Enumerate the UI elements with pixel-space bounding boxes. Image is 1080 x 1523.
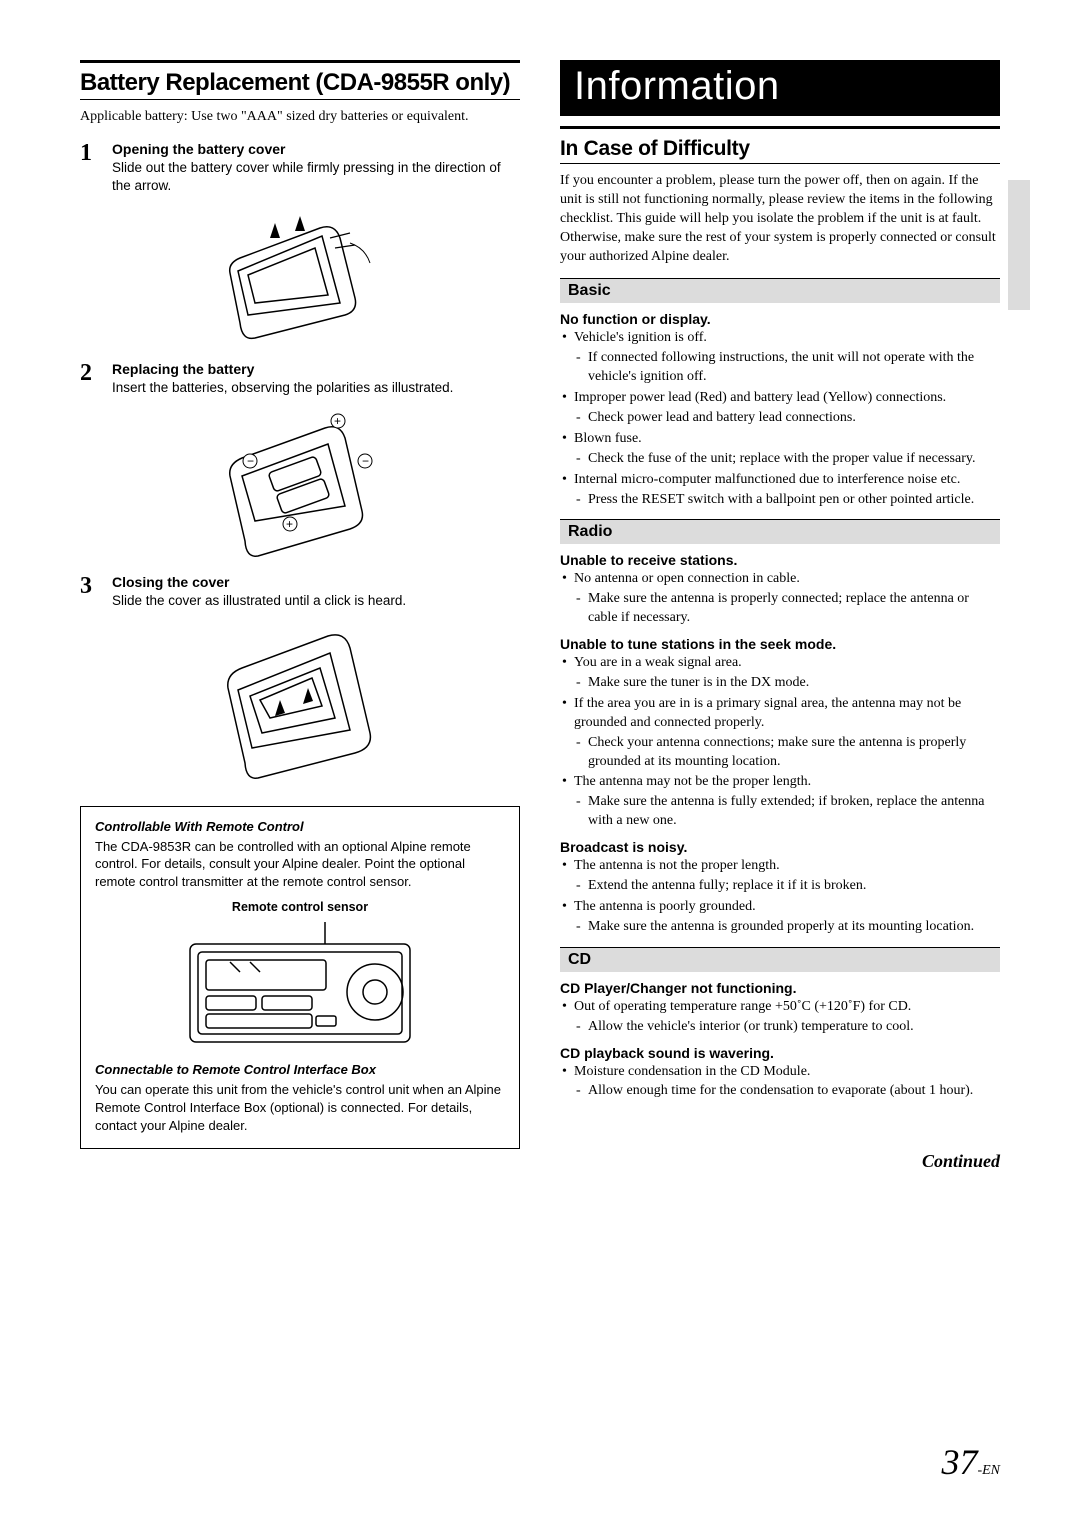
page-number-value: 37 xyxy=(941,1442,977,1482)
svg-text:+: + xyxy=(286,517,293,531)
symptom: Unable to receive stations. xyxy=(560,552,1000,568)
cause-item: The antenna may not be the proper length… xyxy=(560,773,1000,792)
remedy: Press the RESET switch with a ballpoint … xyxy=(560,491,1000,510)
page-number: 37-EN xyxy=(941,1441,1000,1483)
remedy: Make sure the antenna is properly connec… xyxy=(560,590,1000,628)
continued-label: Continued xyxy=(560,1151,1000,1172)
svg-text:+: + xyxy=(334,414,341,428)
svg-text:−: − xyxy=(362,454,369,468)
rule xyxy=(560,126,1000,129)
remedy: Make sure the tuner is in the DX mode. xyxy=(560,674,1000,693)
remedy: If connected following instructions, the… xyxy=(560,349,1000,387)
cause-item: The antenna is poorly grounded. xyxy=(560,898,1000,917)
cause-item: Out of operating temperature range +50˚C… xyxy=(560,998,1000,1017)
remedy: Allow the vehicle's interior (or trunk) … xyxy=(560,1018,1000,1037)
symptom: Unable to tune stations in the seek mode… xyxy=(560,636,1000,652)
right-subtitle: In Case of Difficulty xyxy=(560,137,1000,161)
symptom: Broadcast is noisy. xyxy=(560,839,1000,855)
category-heading: CD xyxy=(560,947,1000,972)
troubleshooting-sections: Basic No function or display. Vehicle's ig… xyxy=(560,278,1000,1101)
left-intro: Applicable battery: Use two "AAA" sized … xyxy=(80,108,520,127)
right-intro: If you encounter a problem, please turn … xyxy=(560,172,1000,266)
svg-text:−: − xyxy=(247,454,254,468)
category-heading: Radio xyxy=(560,519,1000,544)
step-text: Slide out the battery cover while firmly… xyxy=(112,159,520,195)
cause-list: Out of operating temperature range +50˚C… xyxy=(560,998,1000,1037)
cause-item: The antenna is not the proper length. xyxy=(560,857,1000,876)
cause-list: No antenna or open connection in cable.M… xyxy=(560,570,1000,628)
cause-item: You are in a weak signal area. xyxy=(560,654,1000,673)
left-column: Battery Replacement (CDA-9855R only) App… xyxy=(80,60,520,1172)
sensor-label: Remote control sensor xyxy=(95,900,505,914)
illustration-open-cover xyxy=(80,203,520,353)
page-number-suffix: -EN xyxy=(977,1463,1000,1478)
remedy: Extend the antenna fully; replace it if … xyxy=(560,877,1000,896)
remedy: Make sure the antenna is grounded proper… xyxy=(560,918,1000,937)
category-heading: Basic xyxy=(560,278,1000,303)
step-3: 3 Closing the cover Slide the cover as i… xyxy=(80,574,520,610)
side-tab xyxy=(1008,180,1030,310)
remedy: Check power lead and battery lead connec… xyxy=(560,409,1000,428)
cause-list: The antenna is not the proper length.Ext… xyxy=(560,857,1000,937)
info-box-text-1: The CDA-9853R can be controlled with an … xyxy=(95,838,505,891)
illustration-head-unit xyxy=(95,922,505,1052)
cause-item: Moisture condensation in the CD Module. xyxy=(560,1063,1000,1082)
remedy: Check the fuse of the unit; replace with… xyxy=(560,450,1000,469)
remedy: Check your antenna connections; make sur… xyxy=(560,734,1000,772)
step-title: Closing the cover xyxy=(112,574,520,590)
left-title: Battery Replacement (CDA-9855R only) xyxy=(80,69,520,97)
cause-item: Internal micro-computer malfunctioned du… xyxy=(560,471,1000,490)
cause-item: Improper power lead (Red) and battery le… xyxy=(560,389,1000,408)
symptom: CD playback sound is wavering. xyxy=(560,1045,1000,1061)
step-2: 2 Replacing the battery Insert the batte… xyxy=(80,361,520,397)
rule xyxy=(80,99,520,100)
step-title: Replacing the battery xyxy=(112,361,520,377)
step-num: 2 xyxy=(80,361,102,397)
info-box-title-2: Connectable to Remote Control Interface … xyxy=(95,1062,505,1077)
step-text: Insert the batteries, observing the pola… xyxy=(112,379,520,397)
cause-item: Vehicle's ignition is off. xyxy=(560,329,1000,348)
cause-list: Moisture condensation in the CD Module.A… xyxy=(560,1063,1000,1102)
step-num: 1 xyxy=(80,141,102,195)
step-text: Slide the cover as illustrated until a c… xyxy=(112,592,520,610)
cause-list: Vehicle's ignition is off.If connected f… xyxy=(560,329,1000,509)
remedy: Make sure the antenna is fully extended;… xyxy=(560,793,1000,831)
cause-list: You are in a weak signal area.Make sure … xyxy=(560,654,1000,831)
rule xyxy=(560,163,1000,164)
page-columns: Battery Replacement (CDA-9855R only) App… xyxy=(80,60,1000,1172)
step-title: Opening the battery cover xyxy=(112,141,520,157)
cause-item: If the area you are in is a primary sign… xyxy=(560,695,1000,733)
info-banner: Information xyxy=(560,60,1000,116)
right-column: Information In Case of Difficulty If you… xyxy=(560,60,1000,1172)
symptom: No function or display. xyxy=(560,311,1000,327)
info-box-text-2: You can operate this unit from the vehic… xyxy=(95,1081,505,1134)
info-box: Controllable With Remote Control The CDA… xyxy=(80,806,520,1149)
rule xyxy=(80,60,520,63)
remedy: Allow enough time for the condensation t… xyxy=(560,1082,1000,1101)
symptom: CD Player/Changer not functioning. xyxy=(560,980,1000,996)
step-num: 3 xyxy=(80,574,102,610)
info-box-title-1: Controllable With Remote Control xyxy=(95,819,505,834)
step-1: 1 Opening the battery cover Slide out th… xyxy=(80,141,520,195)
illustration-close-cover xyxy=(80,618,520,788)
cause-item: No antenna or open connection in cable. xyxy=(560,570,1000,589)
illustration-replace-battery: + − − + xyxy=(80,406,520,566)
cause-item: Blown fuse. xyxy=(560,430,1000,449)
